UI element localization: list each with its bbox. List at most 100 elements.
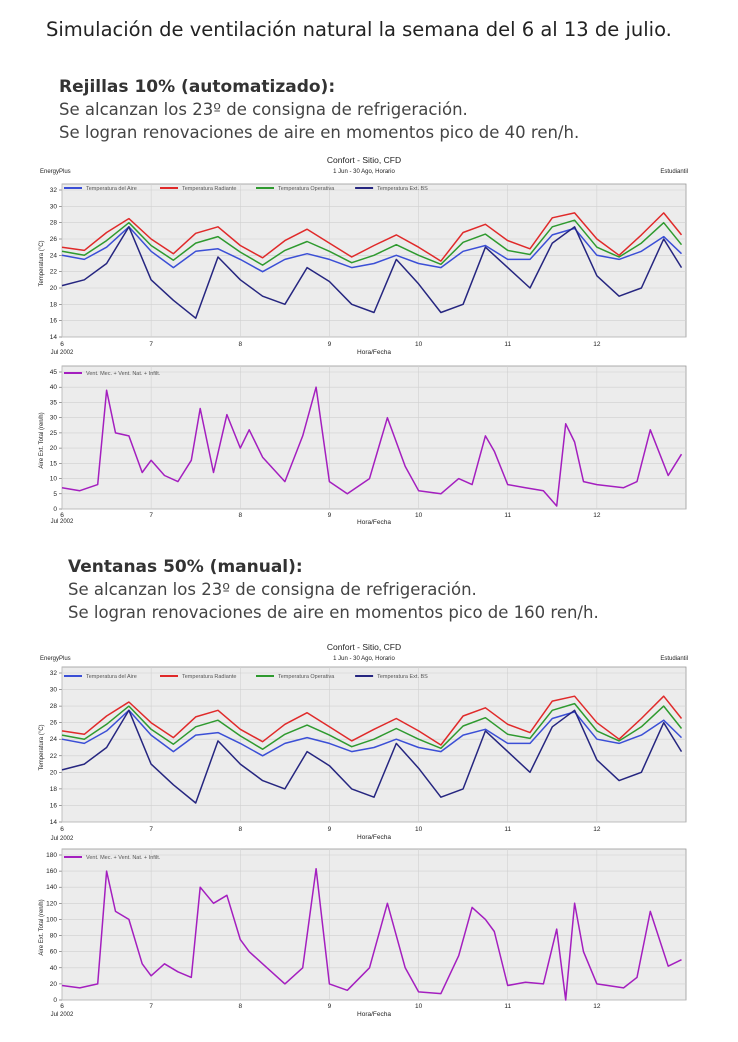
series-line xyxy=(61,709,683,804)
y-tick-label: 40 xyxy=(50,965,58,972)
y-tick-label: 26 xyxy=(50,236,58,243)
legend-label: Temperatura Radiante xyxy=(182,674,236,680)
chart-panel: Confort - Sitio, CFD 1 Jun - 30 Ago, Hora… xyxy=(39,155,688,356)
legend-label: Temperatura Radiante xyxy=(182,186,236,192)
section-heading: Ventanas 50% (manual): xyxy=(68,557,303,577)
x-tick-label: 12 xyxy=(593,826,601,833)
chart-left-label: EnergyPlus xyxy=(40,656,71,662)
y-tick-label: 20 xyxy=(50,981,58,988)
x-tick-label: 11 xyxy=(504,341,511,348)
y-tick-label: 180 xyxy=(46,852,57,859)
x-tick-label: 10 xyxy=(415,1003,423,1010)
y-tick-label: 20 xyxy=(50,285,58,292)
plot-area xyxy=(61,365,687,510)
x-tick-sublabel: Jul 2002 xyxy=(51,1012,74,1018)
y-axis-label: Temperatura (°C) xyxy=(39,724,45,770)
legend-label: Temperatura Operativa xyxy=(278,674,335,680)
plot-area xyxy=(61,666,687,823)
x-axis-label: Hora/Fecha xyxy=(357,834,391,841)
section-line: Se alcanzan los 23º de consigna de refri… xyxy=(59,100,468,119)
x-tick-label: 12 xyxy=(593,512,601,519)
chart-left-label: EnergyPlus xyxy=(40,169,71,175)
legend-label: Temperatura del Aire xyxy=(86,186,137,192)
plot-area xyxy=(61,183,687,338)
x-tick-sublabel: Jul 2002 xyxy=(51,519,74,525)
y-tick-label: 10 xyxy=(50,476,58,483)
chart-title: Confort - Sitio, CFD xyxy=(327,155,401,165)
x-tick-sublabel: Jul 2002 xyxy=(51,350,74,356)
section-rejillas: Rejillas 10% (automatizado): Se alcanzan… xyxy=(59,76,579,144)
x-tick-label: 6 xyxy=(60,1003,64,1010)
series-line xyxy=(61,226,683,273)
y-tick-label: 32 xyxy=(50,670,58,677)
x-axis-label: Hora/Fecha xyxy=(357,349,391,356)
legend-label: Vent. Mec. + Vent. Nat. + Infilt. xyxy=(86,855,161,861)
y-tick-label: 5 xyxy=(53,491,57,498)
x-tick-label: 11 xyxy=(504,512,511,519)
y-tick-label: 120 xyxy=(46,900,57,907)
section-ventanas: Ventanas 50% (manual): Se alcanzan los 2… xyxy=(68,556,599,624)
x-tick-label: 7 xyxy=(149,826,153,833)
y-tick-label: 35 xyxy=(50,399,58,406)
x-tick-sublabel: Jul 2002 xyxy=(51,836,74,842)
x-tick-label: 6 xyxy=(60,341,64,348)
chart-panel: 0 5 10 15 20 25 30 35 40 45 6 7 8 9 10 11 12 Jul 2002 Hora… xyxy=(39,365,687,526)
y-tick-label: 160 xyxy=(46,868,57,875)
chart-panel: Confort - Sitio, CFD 1 Jun - 30 Ago, Hora… xyxy=(39,642,688,842)
y-tick-label: 80 xyxy=(50,933,58,940)
y-tick-label: 14 xyxy=(50,334,58,341)
y-tick-label: 30 xyxy=(50,203,58,210)
x-tick-label: 8 xyxy=(238,826,242,833)
chart-right-label: Estudiantil xyxy=(660,656,688,662)
x-tick-label: 8 xyxy=(238,341,242,348)
y-tick-label: 45 xyxy=(50,369,58,376)
y-tick-label: 24 xyxy=(50,736,58,743)
y-tick-label: 25 xyxy=(50,430,58,437)
x-tick-label: 8 xyxy=(238,512,242,519)
chart-subtitle: 1 Jun - 30 Ago, Horario xyxy=(333,656,395,662)
y-tick-label: 0 xyxy=(53,506,57,513)
y-tick-label: 14 xyxy=(50,819,58,826)
y-tick-label: 18 xyxy=(50,786,58,793)
x-tick-label: 12 xyxy=(593,341,601,348)
x-tick-label: 6 xyxy=(60,826,64,833)
x-axis-label: Hora/Fecha xyxy=(357,1011,391,1018)
x-tick-label: 7 xyxy=(149,1003,153,1010)
series-line xyxy=(61,386,683,507)
x-tick-label: 11 xyxy=(504,826,511,833)
series-line xyxy=(61,226,683,319)
y-tick-label: 16 xyxy=(50,318,58,325)
chart-panel: 0 20 40 60 80 100 120 140 160 180 6 7 8 9 10 11 12 Jul 20… xyxy=(39,848,687,1018)
x-tick-label: 10 xyxy=(415,826,423,833)
y-tick-label: 30 xyxy=(50,415,58,422)
x-tick-label: 12 xyxy=(593,1003,601,1010)
y-tick-label: 28 xyxy=(50,220,58,227)
legend-label: Vent. Mec. + Vent. Nat. + Infilt. xyxy=(86,371,161,377)
y-tick-label: 20 xyxy=(50,769,58,776)
x-tick-label: 9 xyxy=(328,1003,332,1010)
section-line: Se logran renovaciones de aire en moment… xyxy=(68,603,599,622)
chart-title: Confort - Sitio, CFD xyxy=(327,642,401,652)
section-line: Se logran renovaciones de aire en moment… xyxy=(59,123,580,142)
legend-label: Temperatura del Aire xyxy=(86,674,137,680)
series-line xyxy=(61,695,683,746)
series-line xyxy=(61,219,683,266)
legend-label: Temperatura Ext. BS xyxy=(377,674,428,680)
legend-label: Temperatura Ext. BS xyxy=(377,186,428,192)
legend-label: Temperatura Operativa xyxy=(278,186,335,192)
x-tick-label: 10 xyxy=(415,341,423,348)
series-line xyxy=(61,867,682,1001)
x-axis-label: Hora/Fecha xyxy=(357,519,391,526)
page-title: Simulación de ventilación natural la sem… xyxy=(46,18,672,41)
y-tick-label: 16 xyxy=(50,802,58,809)
x-tick-label: 9 xyxy=(328,341,332,348)
y-axis-label: Aire Ext. Total (ren/h) xyxy=(39,412,45,468)
y-tick-label: 20 xyxy=(50,445,58,452)
x-tick-label: 9 xyxy=(328,826,332,833)
x-tick-label: 7 xyxy=(149,512,153,519)
y-tick-label: 30 xyxy=(50,687,58,694)
y-tick-label: 40 xyxy=(50,384,58,391)
x-tick-label: 11 xyxy=(504,1003,511,1010)
plot-area xyxy=(61,848,687,1001)
